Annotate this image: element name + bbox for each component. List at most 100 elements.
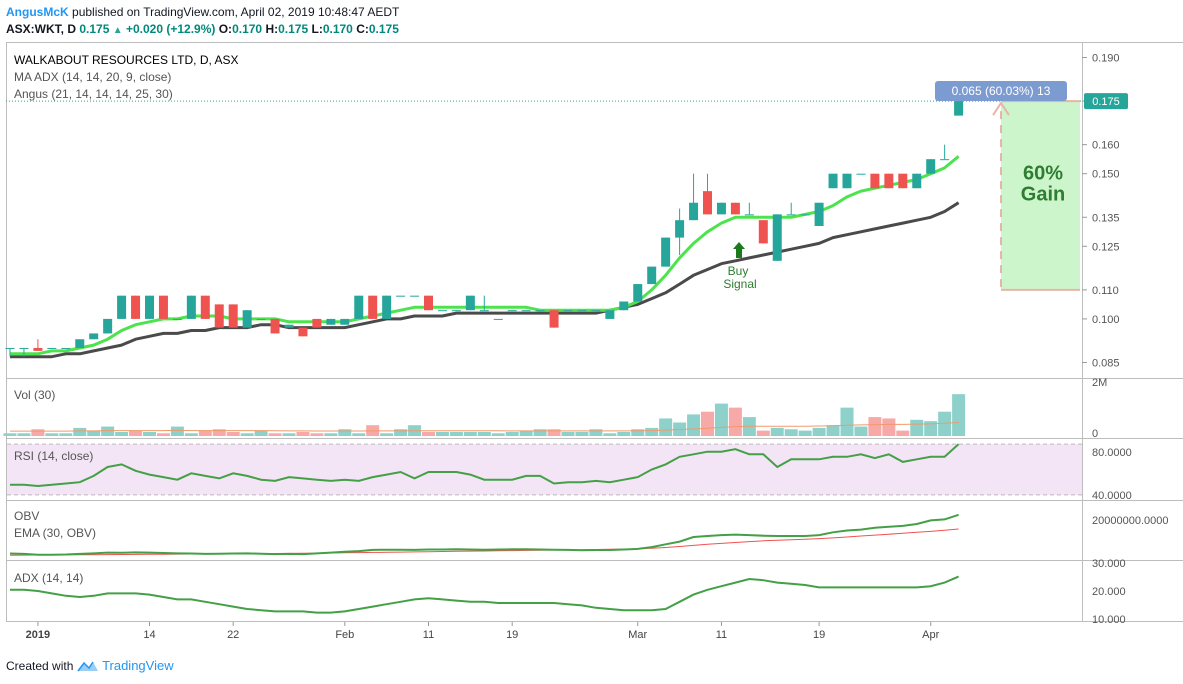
candle-body (19, 347, 29, 349)
last-price: 0.175 (79, 22, 110, 36)
price-tick-label: 0.190 (1092, 53, 1120, 65)
volume-bar (31, 429, 45, 436)
candle-body (898, 173, 908, 189)
obv-pane[interactable]: OBV EMA (30, OBV) 20000000.0000 (9, 509, 1168, 556)
candle-body (535, 310, 545, 312)
candle-body (884, 173, 894, 189)
vol-tick-max: 2M (1092, 377, 1107, 389)
adx-tick-20: 20.000 (1092, 586, 1126, 598)
candle-body (117, 295, 127, 319)
candle-body (284, 324, 294, 328)
volume-bar (59, 433, 73, 436)
volume-bar (45, 433, 59, 436)
gain-word-text: Gain (1021, 184, 1065, 206)
candle-body (186, 295, 196, 319)
volume-bar (449, 431, 463, 436)
up-arrow-icon (733, 242, 745, 258)
candle-body (451, 310, 461, 312)
candle-body (437, 310, 447, 312)
created-with-label: Created with (6, 659, 74, 673)
volume-bar (435, 431, 449, 436)
candle-body (410, 295, 420, 297)
candle-body (800, 214, 810, 216)
time-tick-label: 22 (227, 629, 239, 641)
volume-bar (143, 431, 156, 436)
candle-body (549, 310, 559, 328)
buy-signal-annotation: Buy Signal (723, 242, 757, 291)
time-tick-label: 14 (143, 629, 155, 641)
volume-bar (631, 429, 645, 436)
volume-bar (882, 418, 896, 436)
volume-bar (812, 427, 826, 436)
volume-bar (561, 431, 575, 436)
candle-body (5, 347, 15, 349)
tradingview-link[interactable]: TradingView (102, 658, 174, 673)
candle-body (354, 295, 364, 319)
price-tick-label: 0.085 (1092, 357, 1120, 369)
volume-bar (394, 429, 408, 436)
high-value: 0.175 (278, 22, 309, 36)
volume-bar (910, 419, 924, 436)
price-tick-label: 0.160 (1092, 140, 1120, 152)
candle-body (842, 173, 852, 189)
volume-bar (101, 426, 115, 436)
buy-signal-line1: Buy (728, 264, 749, 278)
publish-info: published on TradingView.com, April 02, … (72, 5, 400, 19)
ma-fast-line (10, 155, 960, 356)
rsi-pane[interactable]: RSI (14, close) 80.0000 40.0000 (7, 443, 1132, 502)
volume-bar (115, 431, 129, 436)
candle-body (131, 295, 141, 319)
candle-body (103, 318, 113, 334)
time-tick-label: Feb (335, 629, 354, 641)
obv-ema-line (9, 528, 959, 556)
candle-body (577, 310, 587, 312)
last-price-badge-text: 0.175 (1092, 96, 1120, 108)
price-pane-title: WALKABOUT RESOURCES LTD, D, ASX (14, 53, 239, 67)
volume-bar (519, 430, 533, 436)
rsi-band (7, 444, 1082, 495)
volume-bar (226, 431, 240, 436)
volume-bar (952, 394, 966, 436)
price-tick-label: 0.100 (1092, 314, 1120, 326)
measure-badge: 0.065 (60.03%) 13 (935, 81, 1067, 101)
buy-signal-line2: Signal (723, 277, 756, 291)
candle-body (172, 318, 182, 320)
candle-body (619, 301, 629, 311)
adx-tick-10: 10.000 (1092, 614, 1126, 626)
candle-body (214, 304, 224, 328)
volume-bar (505, 431, 519, 436)
price-tick-label: 0.135 (1092, 212, 1120, 224)
candle-body (270, 318, 280, 334)
time-tick-label: 11 (716, 629, 727, 641)
candles-group (5, 101, 964, 357)
adx-pane[interactable]: ADX (14, 14) 30.000 20.000 10.000 (10, 558, 1126, 626)
author-link[interactable]: AngusMcK (6, 5, 69, 19)
volume-bar (714, 403, 728, 436)
volume-bar (924, 421, 938, 436)
volume-bar (840, 407, 854, 436)
adx-line (10, 575, 959, 614)
vol-tick-zero: 0 (1092, 428, 1098, 440)
rsi-tick-40: 40.0000 (1092, 490, 1132, 502)
volume-bar (868, 417, 882, 436)
rsi-tick-80: 80.0000 (1092, 447, 1132, 459)
time-axis: 2019 14 22 Feb 11 19 Mar 11 19 Apr (26, 622, 940, 641)
volume-bar (156, 433, 170, 436)
gain-box: 60%Gain (992, 100, 1080, 291)
volume-bar (129, 430, 143, 436)
price-change: +0.020 (+12.9%) (125, 22, 216, 36)
volume-bar (240, 433, 254, 436)
candle-body (507, 310, 517, 312)
ma-slow-group (10, 201, 960, 359)
volume-bar (617, 431, 631, 436)
volume-bar (826, 425, 840, 436)
candle-body (396, 295, 406, 297)
volume-bar (3, 433, 17, 436)
volume-pane[interactable]: Vol (30) 2M 0 (3, 377, 1108, 440)
price-pane[interactable]: WALKABOUT RESOURCES LTD, D, ASX MA ADX (… (5, 53, 1129, 370)
volume-bar (728, 407, 742, 436)
candle-body (814, 202, 824, 226)
open-value: 0.170 (232, 22, 263, 36)
candle-body (256, 318, 266, 320)
